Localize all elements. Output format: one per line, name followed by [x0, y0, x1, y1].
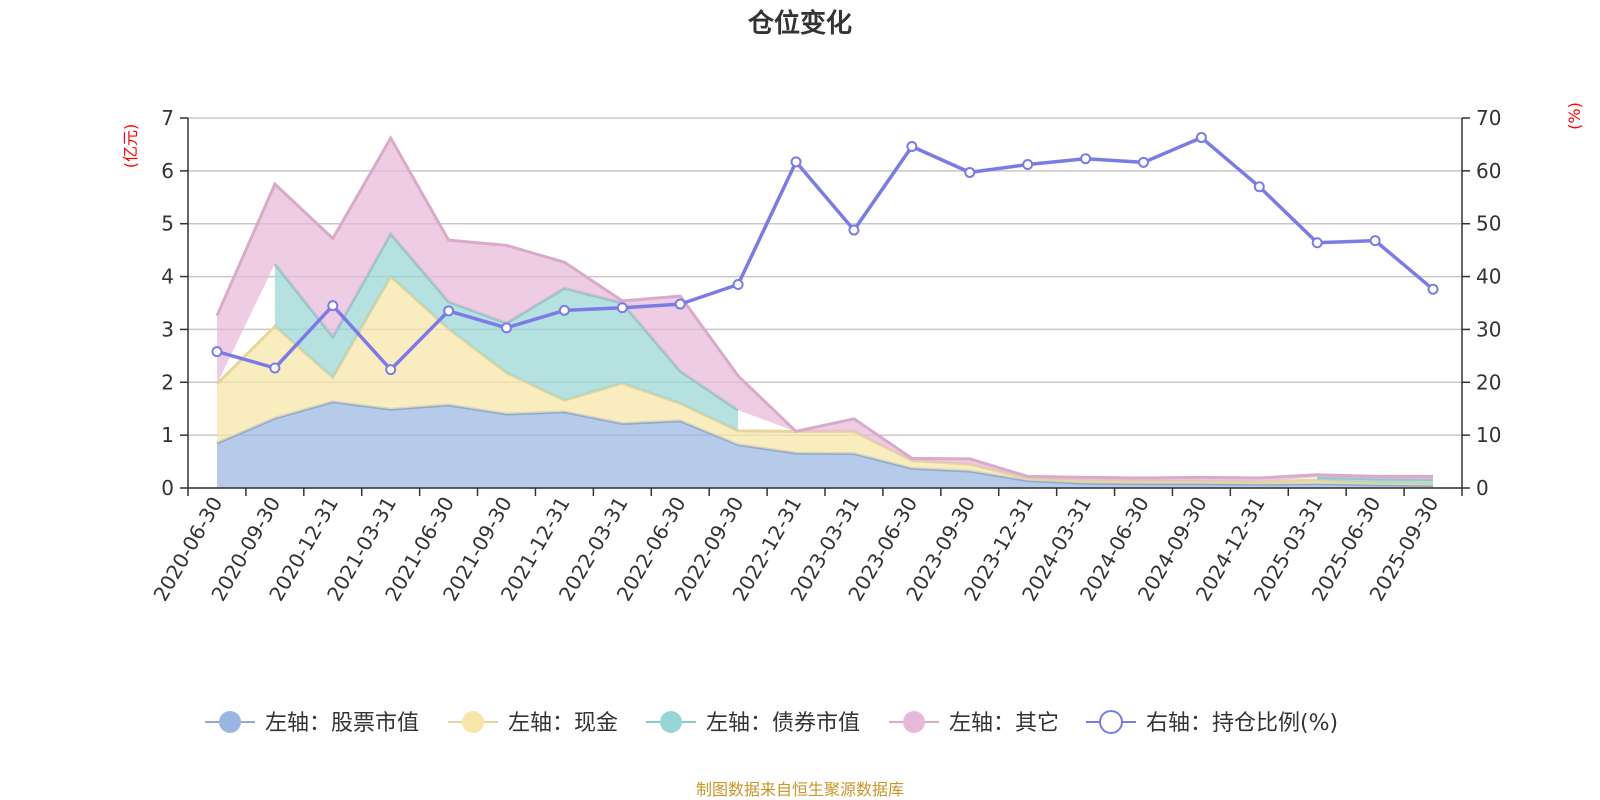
- ratio-line: [216, 135, 1435, 372]
- line-series: [211, 132, 1439, 376]
- ratio-point: [1022, 159, 1034, 171]
- legend-marker: [903, 711, 925, 733]
- left-tick-label: 5: [161, 212, 174, 236]
- ratio-point: [558, 304, 570, 316]
- ratio-point: [211, 346, 223, 358]
- legend-item[interactable]: 左轴：其它: [889, 711, 1059, 736]
- ratio-point: [732, 279, 744, 290]
- ratio-point: [1369, 235, 1381, 247]
- right-tick-label: 20: [1476, 370, 1501, 394]
- right-tick-label: 0: [1476, 476, 1489, 500]
- data-source-note: 制图数据来自恒生聚源数据库: [696, 780, 904, 799]
- legend-label: 左轴：现金: [508, 711, 618, 736]
- legend-marker: [660, 711, 682, 733]
- legend-item[interactable]: 右轴：持仓比例(%): [1086, 710, 1338, 736]
- ratio-point: [385, 364, 397, 376]
- ratio-point: [327, 300, 339, 312]
- legend-item[interactable]: 左轴：债券市值: [646, 711, 860, 736]
- ratio-point: [1427, 283, 1439, 295]
- chart-title: 仓位变化: [747, 8, 852, 39]
- left-tick-label: 7: [161, 106, 174, 130]
- area-fill: [217, 276, 1433, 486]
- legend[interactable]: 左轴：股票市值 左轴：现金 左轴：债券市值 左轴：其它 右轴：持仓比例(%): [205, 710, 1338, 736]
- ratio-point: [848, 224, 860, 236]
- ratio-point: [790, 156, 802, 168]
- ratio-point: [1080, 153, 1092, 165]
- legend-item[interactable]: 左轴：现金: [448, 711, 618, 736]
- right-axis-unit: (%): [1565, 102, 1584, 130]
- ratio-point: [616, 302, 628, 314]
- legend-marker: [462, 711, 484, 733]
- left-tick-label: 0: [161, 476, 174, 500]
- right-tick-label: 50: [1476, 212, 1501, 236]
- legend-marker: [219, 711, 241, 733]
- right-tick-label: 70: [1476, 106, 1501, 130]
- right-tick-label: 30: [1476, 317, 1501, 341]
- ratio-point: [1253, 181, 1265, 193]
- legend-item[interactable]: 左轴：股票市值: [205, 711, 419, 736]
- ratio-point: [674, 298, 686, 310]
- legend-marker: [1099, 710, 1123, 734]
- right-tick-label: 60: [1476, 159, 1501, 183]
- area-fill: [217, 401, 1433, 488]
- left-tick-label: 4: [161, 265, 174, 289]
- ratio-point: [1311, 237, 1323, 249]
- left-tick-label: 1: [161, 423, 174, 447]
- ratio-point: [964, 166, 976, 178]
- right-tick-label: 10: [1476, 423, 1501, 447]
- left-tick-label: 2: [161, 370, 174, 394]
- legend-label: 右轴：持仓比例(%): [1146, 711, 1338, 736]
- left-tick-label: 3: [161, 317, 174, 341]
- right-tick-label: 40: [1476, 265, 1501, 289]
- ratio-point: [1138, 156, 1149, 168]
- legend-label: 左轴：其它: [949, 711, 1059, 736]
- ratio-point: [269, 362, 281, 374]
- ratio-point: [906, 141, 918, 153]
- legend-label: 左轴：股票市值: [265, 711, 419, 736]
- area-edge: [215, 135, 1433, 480]
- ratio-point: [1195, 132, 1207, 144]
- ratio-point: [443, 305, 455, 317]
- left-axis-unit: (亿元): [121, 124, 140, 169]
- ratio-point: [501, 322, 512, 334]
- legend-label: 左轴：债券市值: [706, 711, 860, 736]
- left-tick-label: 6: [161, 159, 174, 183]
